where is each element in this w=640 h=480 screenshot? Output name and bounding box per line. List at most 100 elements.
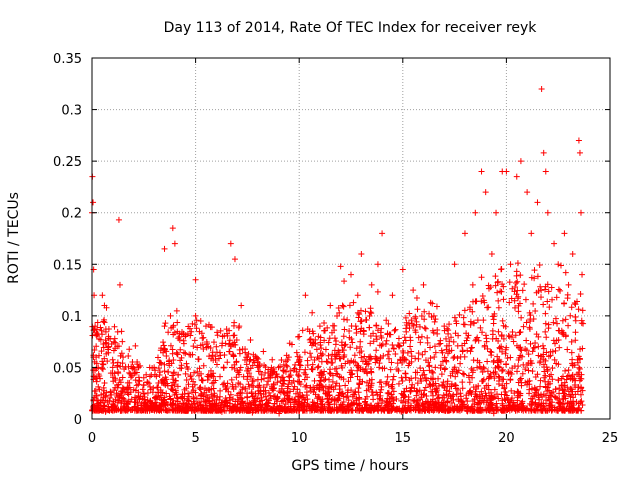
data-point — [101, 355, 108, 362]
data-point — [110, 359, 117, 366]
data-point — [517, 376, 524, 383]
data-point — [228, 406, 235, 413]
data-point — [107, 395, 114, 402]
data-point — [260, 384, 267, 391]
data-point — [432, 316, 439, 323]
data-point — [247, 356, 254, 363]
data-point — [422, 384, 429, 391]
data-point — [94, 319, 101, 326]
y-tick-label: 0.3 — [61, 104, 82, 119]
data-point — [144, 402, 151, 409]
data-point — [499, 281, 506, 288]
data-point — [185, 381, 192, 388]
data-point — [467, 389, 474, 396]
data-point — [475, 399, 482, 406]
data-point — [376, 364, 383, 371]
data-point — [252, 353, 259, 360]
data-point — [333, 370, 340, 377]
data-point — [199, 407, 206, 414]
data-point — [95, 397, 102, 404]
data-point — [258, 371, 265, 378]
data-point — [549, 365, 556, 372]
data-point — [296, 378, 303, 385]
data-point — [211, 400, 218, 407]
data-point — [345, 397, 352, 404]
data-point — [505, 368, 512, 375]
data-point — [127, 374, 134, 381]
data-point — [572, 337, 579, 344]
data-point — [493, 209, 500, 216]
data-point — [418, 333, 425, 340]
data-point — [112, 345, 119, 352]
data-point — [506, 399, 513, 406]
data-point — [517, 272, 524, 279]
data-point — [414, 380, 421, 387]
data-point — [342, 382, 349, 389]
data-point — [408, 348, 415, 355]
data-point — [292, 390, 299, 397]
data-point — [477, 324, 484, 331]
data-point — [358, 250, 365, 257]
data-point — [442, 403, 449, 410]
data-point — [118, 388, 125, 395]
data-point — [358, 318, 365, 325]
data-point — [338, 342, 345, 349]
data-point — [413, 294, 420, 301]
data-point — [335, 305, 342, 312]
data-point — [98, 348, 105, 355]
data-point — [524, 189, 531, 196]
data-point — [363, 369, 370, 376]
data-point — [114, 384, 121, 391]
data-point — [180, 349, 187, 356]
data-point — [535, 343, 542, 350]
data-point — [542, 310, 549, 317]
data-point — [297, 404, 304, 411]
data-point — [237, 400, 244, 407]
data-point — [291, 383, 298, 390]
data-point — [414, 306, 421, 313]
data-point — [386, 355, 393, 362]
data-point — [98, 391, 105, 398]
data-point — [454, 386, 461, 393]
data-point — [415, 334, 422, 341]
data-point — [139, 386, 146, 393]
data-point — [465, 332, 472, 339]
data-point — [264, 399, 271, 406]
data-point — [402, 314, 409, 321]
data-point — [356, 349, 363, 356]
data-point — [226, 348, 233, 355]
data-point — [226, 327, 233, 334]
data-point — [473, 298, 480, 305]
data-point — [542, 384, 549, 391]
data-point — [170, 357, 177, 364]
data-point — [219, 381, 226, 388]
data-point — [330, 386, 337, 393]
data-point — [254, 364, 261, 371]
data-point — [551, 240, 558, 247]
data-point — [372, 359, 379, 366]
data-point — [198, 330, 205, 337]
data-point — [185, 397, 192, 404]
data-point — [514, 260, 521, 267]
data-point — [385, 320, 392, 327]
data-point — [294, 372, 301, 379]
y-tick-label: 0 — [74, 413, 82, 428]
data-point — [182, 370, 189, 377]
data-point — [500, 335, 507, 342]
data-point — [104, 406, 111, 413]
data-point — [213, 361, 220, 368]
data-point — [321, 377, 328, 384]
data-point — [546, 380, 553, 387]
data-point — [388, 359, 395, 366]
data-point — [522, 296, 529, 303]
data-point — [507, 261, 514, 268]
data-point — [260, 348, 267, 355]
data-point — [431, 318, 438, 325]
data-point — [417, 396, 424, 403]
data-point — [175, 371, 182, 378]
data-point — [172, 387, 179, 394]
data-point — [448, 399, 455, 406]
data-point — [408, 317, 415, 324]
data-point — [467, 321, 474, 328]
data-point — [355, 314, 362, 321]
